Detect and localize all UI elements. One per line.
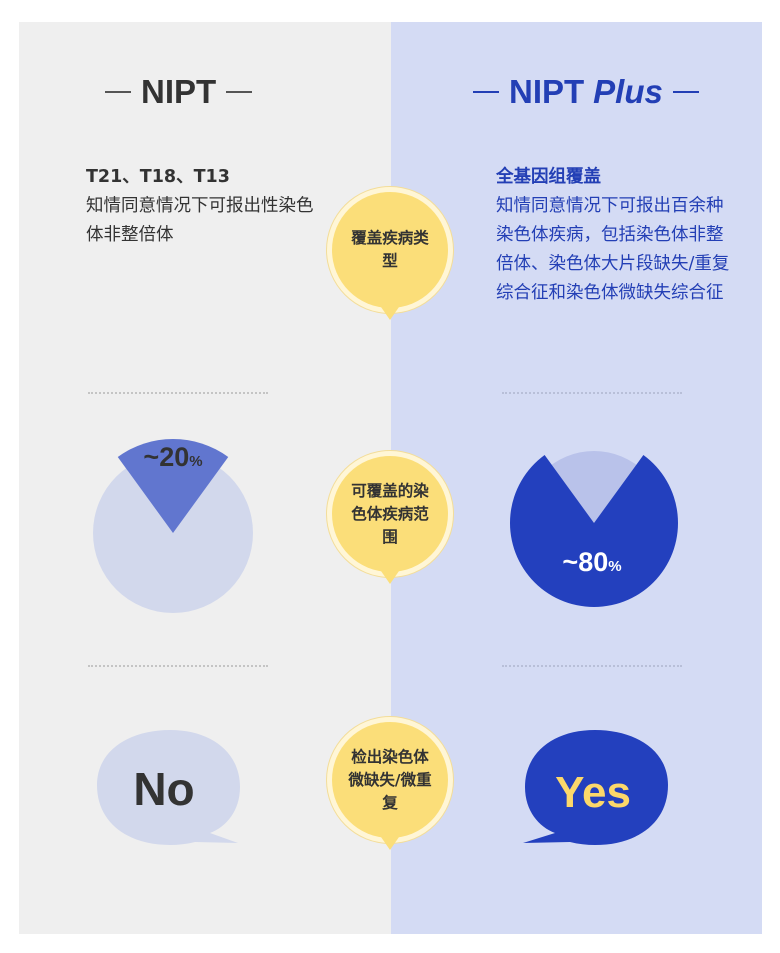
divider-right-2 [502, 665, 682, 667]
nipt-column-title: NIPT [105, 72, 253, 112]
nipt-plus-title-italic: Plus [593, 73, 663, 110]
criterion-bubble-disease-type: 覆盖疾病类型 [332, 192, 448, 308]
divider-left-1 [88, 392, 268, 394]
pie-percent-label: ~80% [562, 547, 621, 577]
pie-coverage-slice [117, 439, 229, 533]
nipt-description-lead: T21、T18、T13 [86, 167, 230, 187]
nipt-coverage-description: T21、T18、T13 知情同意情况下可报出性染色体非整倍体 [86, 163, 326, 250]
nipt-coverage-pie: ~20% [93, 439, 253, 613]
criterion-label: 覆盖疾病类型 [351, 229, 429, 270]
criterion-bubble-microdeletion: 检出染色体微缺失/微重复 [332, 722, 448, 838]
title-dash-right [672, 91, 699, 93]
nipt-plus-column-title: NIPT Plus [473, 72, 699, 112]
answer-text: Yes [555, 768, 631, 817]
nipt-plus-answer-bubble: Yes [523, 730, 668, 845]
title-dash-right [226, 91, 253, 93]
criterion-label: 可覆盖的染色体疾病范围 [351, 481, 429, 546]
nipt-plus-coverage-pie: ~80% [510, 451, 678, 607]
pie-percent-label: ~20% [143, 442, 202, 472]
pie-coverage-slice [510, 455, 678, 607]
title-dash-left [105, 91, 131, 93]
nipt-plus-coverage-description: 全基因组覆盖 知情同意情况下可报出百余种染色体疾病，包括染色体非整倍体、染色体大… [496, 163, 736, 308]
speech-bubble-shape [523, 730, 668, 845]
nipt-answer-bubble: No [97, 730, 240, 845]
nipt-plus-title-text: NIPT [509, 73, 585, 110]
nipt-title-text: NIPT [141, 73, 217, 110]
nipt-plus-description-body: 知情同意情况下可报出百余种染色体疾病，包括染色体非整倍体、染色体大片段缺失/重复… [496, 196, 730, 303]
divider-right-1 [502, 392, 682, 394]
nipt-plus-description-lead: 全基因组覆盖 [496, 167, 601, 187]
answer-text: No [133, 763, 194, 815]
title-dash-left [473, 91, 499, 93]
criterion-bubble-coverage-range: 可覆盖的染色体疾病范围 [332, 456, 448, 572]
nipt-description-body: 知情同意情况下可报出性染色体非整倍体 [86, 196, 314, 245]
criterion-label: 检出染色体微缺失/微重复 [348, 747, 432, 812]
speech-bubble-shape [97, 730, 240, 845]
divider-left-2 [88, 665, 268, 667]
